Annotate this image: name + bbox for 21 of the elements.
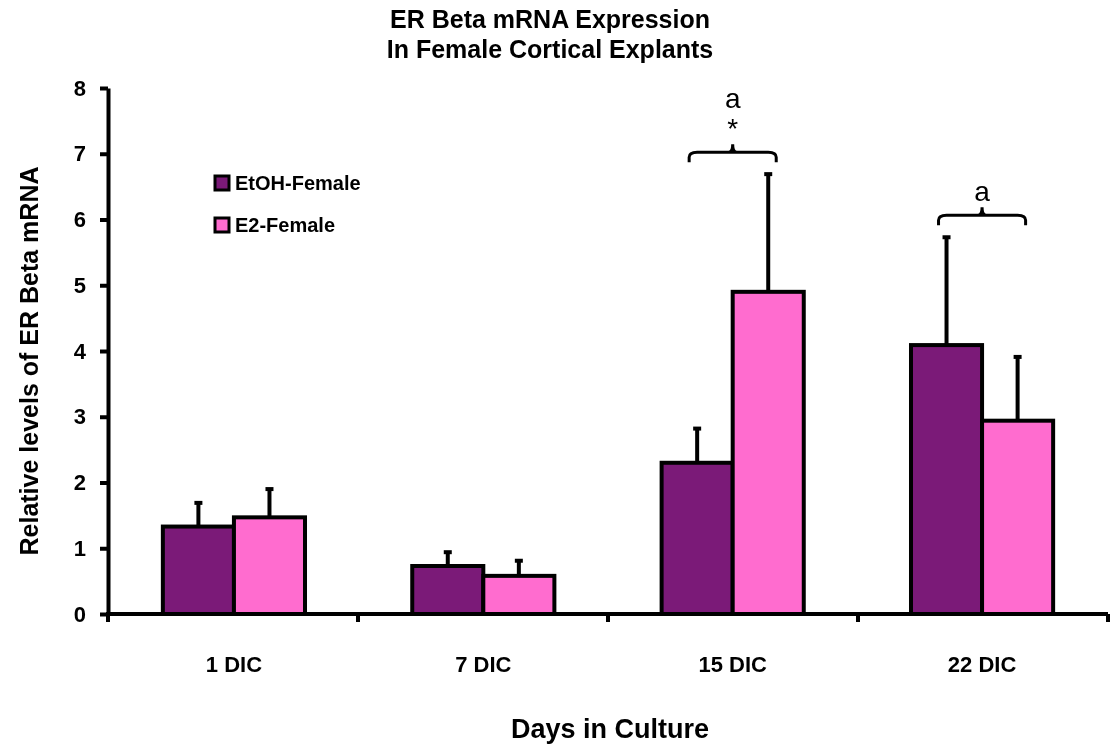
annotation: a — [724, 83, 741, 115]
annotation: a — [974, 176, 991, 208]
y-tick-label: 8 — [73, 75, 86, 101]
y-axis-title: Relative levels of ER Beta mRNA — [15, 166, 43, 556]
legend-label: E2-Female — [235, 214, 336, 236]
y-tick-label: 4 — [73, 338, 87, 364]
chart-title: ER Beta mRNA Expression In Female Cortical Explants — [386, 5, 714, 63]
x-tick-label: 15 DIC — [698, 652, 768, 677]
x-axis-title: Days in Culture — [510, 714, 710, 744]
y-tick-label: 5 — [73, 272, 86, 298]
x-tick-label: 7 DIC — [455, 652, 512, 677]
x-tick-label: 22 DIC — [947, 652, 1017, 677]
y-tick-label: 1 — [73, 535, 86, 561]
annotation: * — [727, 113, 739, 145]
y-tick-label: 3 — [73, 404, 86, 430]
y-tick-label: 0 — [73, 601, 86, 627]
legend-label: EtOH-Female — [235, 172, 361, 194]
x-tick-label: 1 DIC — [205, 652, 263, 677]
y-tick-label: 7 — [73, 141, 86, 167]
y-tick-label: 6 — [73, 207, 86, 233]
y-tick-label: 2 — [73, 470, 86, 496]
